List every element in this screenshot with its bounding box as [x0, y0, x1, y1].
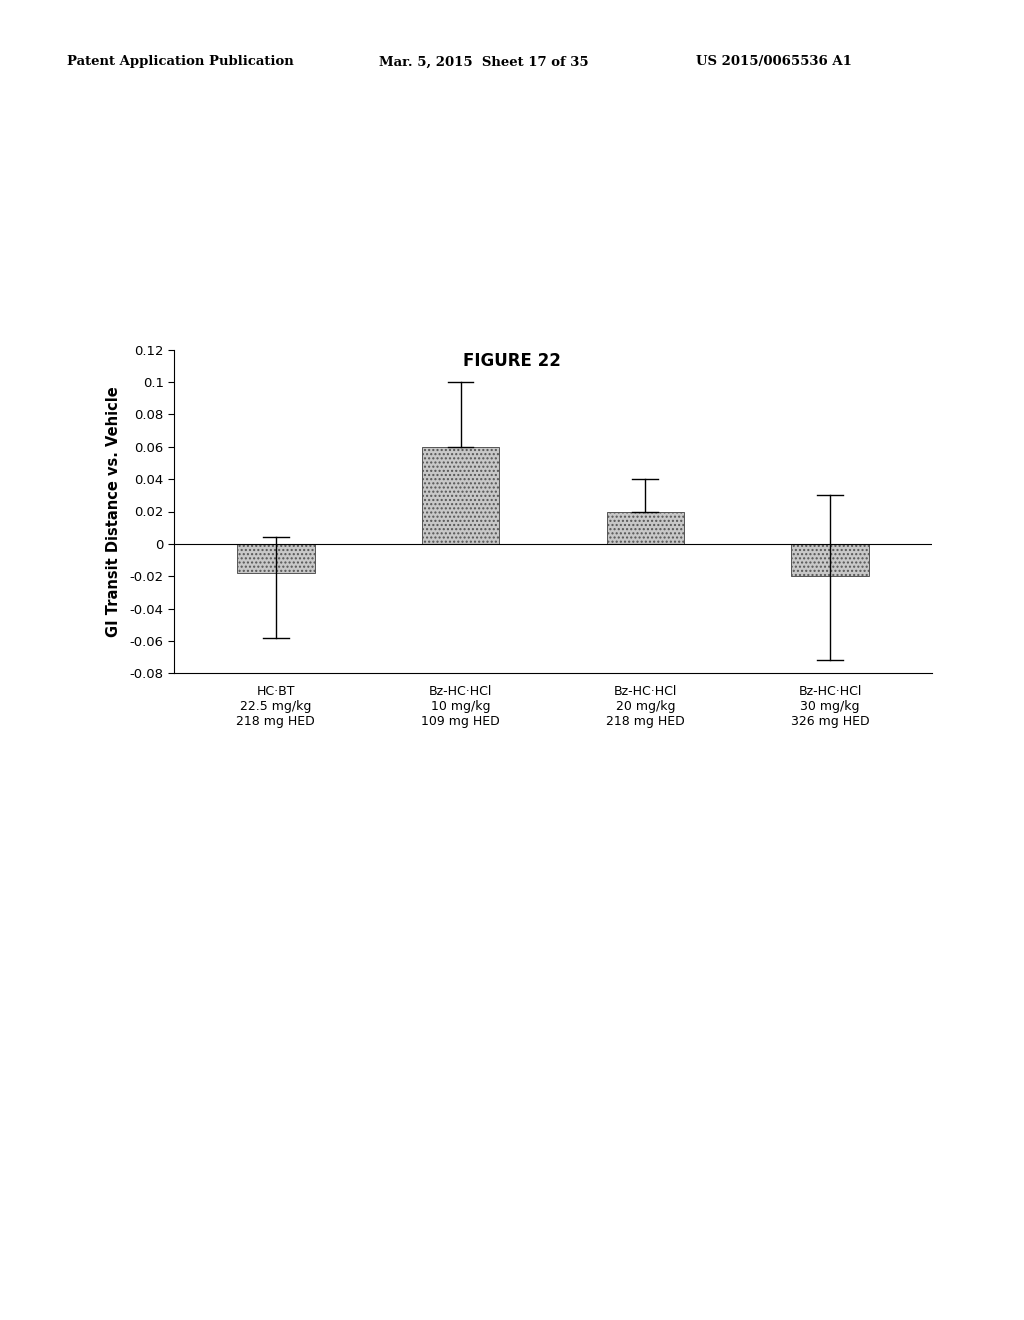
Text: FIGURE 22: FIGURE 22: [463, 351, 561, 370]
Text: Mar. 5, 2015  Sheet 17 of 35: Mar. 5, 2015 Sheet 17 of 35: [379, 55, 589, 69]
Bar: [422, 446, 500, 544]
Bar: [792, 544, 869, 576]
Bar: [237, 544, 314, 573]
Text: US 2015/0065536 A1: US 2015/0065536 A1: [696, 55, 852, 69]
Text: Patent Application Publication: Patent Application Publication: [67, 55, 293, 69]
Y-axis label: GI Transit Distance vs. Vehicle: GI Transit Distance vs. Vehicle: [106, 387, 121, 636]
Bar: [606, 511, 684, 544]
